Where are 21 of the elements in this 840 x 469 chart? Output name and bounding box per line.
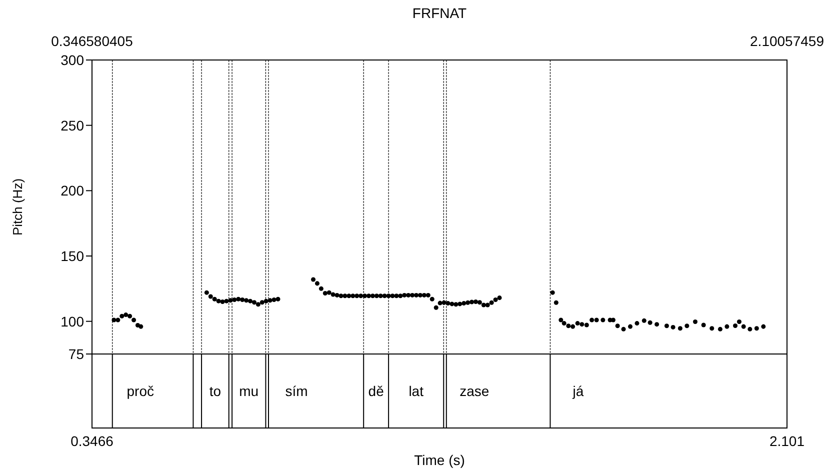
x2-tick-label: 0.346580405 (51, 33, 134, 49)
ref-line-label: dě (368, 383, 384, 399)
x-tick-label: 2.101 (769, 433, 805, 449)
x-tick-label: 0.3466 (70, 433, 114, 449)
y-tick-label: 150 (60, 248, 84, 264)
ref-line-label: to (209, 383, 222, 399)
ref-line-label: proč (126, 383, 154, 399)
ref-line-label: já (572, 383, 584, 399)
ref-line-label: zase (460, 383, 490, 399)
y-axis-title: Pitch (Hz) (10, 178, 25, 236)
y-tick-label: 250 (60, 117, 84, 134)
y-tick-label: 75 (68, 346, 84, 362)
ref-line-label: sím (285, 383, 308, 399)
y-tick-label: 300 (60, 52, 84, 68)
x-axis-title: Time (s) (414, 452, 465, 468)
ref-line-label: lat (408, 383, 424, 399)
x2-tick-label: 2.10057459 (750, 33, 824, 49)
y-tick-label: 200 (60, 182, 84, 199)
ref-line-label: mu (239, 383, 259, 399)
chart-title: FRFNAT (412, 5, 468, 21)
y-tick-label: 100 (60, 313, 84, 330)
